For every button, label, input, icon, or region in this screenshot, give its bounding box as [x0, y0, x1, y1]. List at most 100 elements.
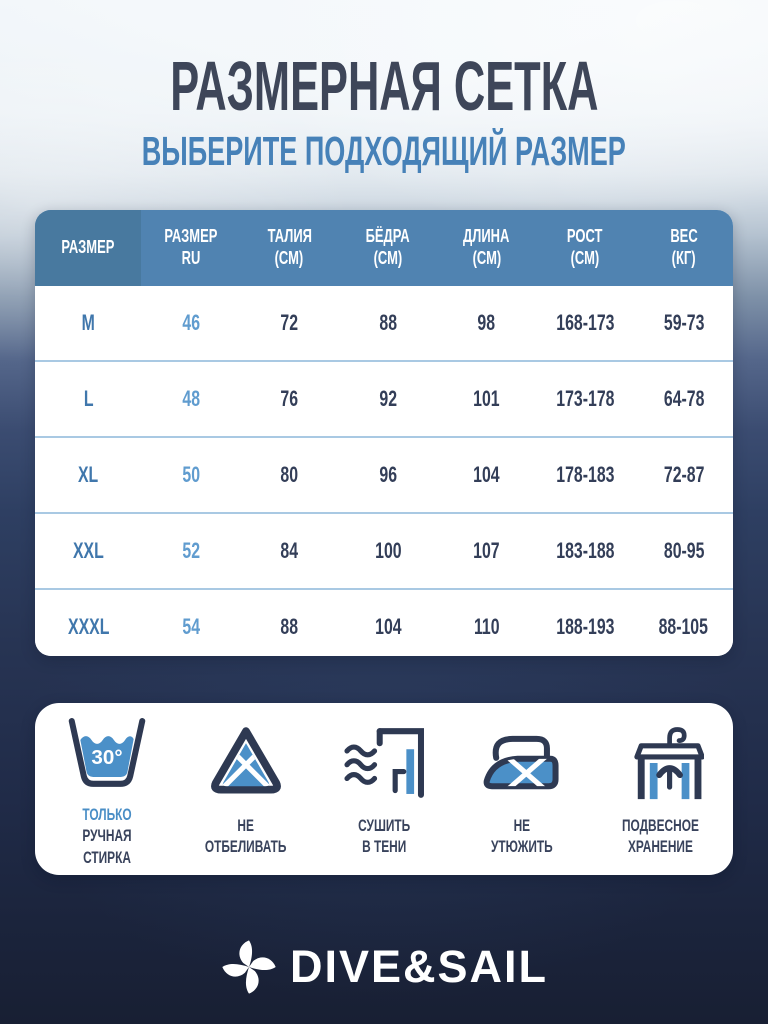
cell-height-text: 178-183 [556, 462, 615, 487]
cell-size-ru-text: 48 [181, 386, 200, 411]
cell-size: M [35, 310, 141, 336]
cell-size-text: XXXL [67, 614, 109, 639]
care-item-no-iron: НЕ УТЮЖИТЬ [456, 720, 588, 858]
cell-height: 183-188 [536, 538, 635, 564]
header-length-line1: ДЛИНА [463, 226, 510, 247]
cell-length-text: 107 [473, 538, 500, 563]
care-label-text: НЕ ОТБЕЛИВАТЬ [204, 816, 287, 856]
header-cell-height: РОСТ (СМ) [536, 210, 635, 286]
cell-length-text: 101 [473, 386, 500, 411]
header-size-ru-line1: РАЗМЕР [164, 226, 218, 247]
cell-length-text: 98 [477, 310, 496, 335]
cell-size-text: L [83, 386, 94, 411]
cell-size-ru-text: 52 [181, 538, 200, 563]
cell-height-text: 183-188 [556, 538, 615, 563]
cell-height: 168-173 [536, 310, 635, 336]
cell-length: 101 [437, 386, 536, 412]
care-label-accent: ТОЛЬКО [82, 806, 132, 825]
cell-length-text: 104 [473, 462, 500, 487]
cell-waist: 76 [240, 386, 339, 412]
care-label: НЕ ОТБЕЛИВАТЬ [189, 816, 302, 858]
cell-size-ru: 48 [141, 386, 240, 412]
cell-height: 178-183 [536, 462, 635, 488]
brand-name: DIVE&SAIL [289, 941, 549, 992]
cell-size: XXL [35, 538, 141, 564]
header-cell-waist: ТАЛИЯ (СМ) [240, 210, 339, 286]
cell-height: 188-193 [536, 614, 635, 640]
cell-waist-text: 84 [280, 538, 299, 563]
cell-waist-text: 88 [280, 614, 299, 639]
dry-in-shade-icon [344, 728, 424, 798]
cell-hips-text: 100 [374, 538, 402, 563]
cell-hips: 88 [339, 310, 438, 336]
header-height-line2: (СМ) [570, 248, 600, 268]
care-label: ТОЛЬКО РУЧНАЯ СТИРКА [41, 805, 173, 868]
cell-hips: 92 [339, 386, 438, 412]
table-row: XL 50 80 96 104 178-183 72-87 [35, 436, 733, 512]
cell-waist: 88 [240, 614, 339, 640]
header-cell-length: ДЛИНА (СМ) [437, 210, 536, 286]
care-label-rest: РУЧНАЯ СТИРКА [82, 827, 132, 867]
handwash-30-icon: 30° [69, 718, 146, 788]
cell-weight: 64-78 [634, 386, 733, 412]
cell-height-text: 173-178 [556, 386, 615, 411]
care-label: ПОДВЕСНОЕ ХРАНЕНИЕ [607, 816, 714, 858]
cell-waist: 72 [240, 310, 339, 336]
table-row: L 48 76 92 101 173-178 64-78 [35, 360, 733, 436]
page-title: РАЗМЕРНАЯ СЕТКА [0, 46, 768, 126]
cell-length: 110 [437, 614, 536, 640]
cell-weight: 88-105 [634, 614, 733, 640]
cell-hips: 100 [339, 538, 438, 564]
cell-hips-text: 96 [379, 462, 397, 487]
header-size-line1: РАЗМЕР [61, 237, 115, 258]
cell-size: L [35, 386, 141, 412]
cell-waist-text: 76 [280, 386, 299, 411]
cell-height-text: 188-193 [556, 614, 615, 639]
cell-hips-text: 92 [379, 386, 397, 411]
size-table: РАЗМЕР РАЗМЕР RU ТАЛИЯ (СМ) БЁДРА (СМ) Д… [35, 210, 733, 656]
header-length-line2: (СМ) [472, 248, 501, 268]
cell-hips-text: 104 [374, 614, 402, 639]
table-row: M 46 72 88 98 168-173 59-73 [35, 286, 733, 360]
care-item-dry-in-shade: СУШИТЬ В ТЕНИ [318, 720, 450, 858]
header-size-ru-line2: RU [181, 248, 201, 268]
cell-hips-text: 88 [379, 310, 397, 335]
brand-footer: DIVE&SAIL [0, 932, 768, 1002]
table-row: XXL 52 84 100 107 183-188 80-95 [35, 512, 733, 588]
cell-weight-text: 72-87 [663, 462, 704, 487]
care-item-hanging-storage: ПОДВЕСНОЕ ХРАНЕНИЕ [595, 720, 727, 858]
cell-length: 107 [437, 538, 536, 564]
header-waist-line2: (СМ) [275, 248, 304, 268]
cell-size-text: M [81, 310, 95, 335]
cell-size-ru: 54 [141, 614, 240, 640]
size-table-header: РАЗМЕР РАЗМЕР RU ТАЛИЯ (СМ) БЁДРА (СМ) Д… [35, 210, 733, 286]
cell-weight: 80-95 [634, 538, 733, 564]
page-subtitle: ВЫБЕРИТЕ ПОДХОДЯЩИЙ РАЗМЕР [0, 128, 768, 175]
cell-length-text: 110 [473, 614, 500, 639]
cell-waist: 84 [240, 538, 339, 564]
care-label-text: ПОДВЕСНОЕ ХРАНЕНИЕ [622, 816, 700, 856]
hanging-storage-icon [633, 726, 704, 800]
header-waist-line1: ТАЛИЯ [267, 226, 312, 247]
cell-weight-text: 64-78 [663, 386, 704, 411]
page-subtitle-text: ВЫБЕРИТЕ ПОДХОДЯЩИЙ РАЗМЕР [141, 128, 627, 174]
care-label: СУШИТЬ В ТЕНИ [348, 816, 420, 858]
cell-size: XL [35, 462, 141, 488]
header-weight-line1: ВЕС [670, 226, 698, 247]
cell-waist-text: 80 [280, 462, 299, 487]
cell-size-text: XL [78, 462, 99, 487]
cell-size-ru: 50 [141, 462, 240, 488]
pinwheel-logo-icon [222, 940, 276, 994]
header-cell-hips: БЁДРА (СМ) [339, 210, 438, 286]
cell-size: XXXL [35, 614, 141, 640]
cell-size-ru-text: 54 [181, 614, 200, 639]
cell-height: 173-178 [536, 386, 635, 412]
cell-length: 98 [437, 310, 536, 336]
header-hips-line1: БЁДРА [365, 226, 410, 247]
cell-weight: 72-87 [634, 462, 733, 488]
header-cell-size: РАЗМЕР [35, 210, 142, 286]
table-row: XXXL 54 88 104 110 188-193 88-105 [35, 588, 733, 656]
page-title-text: РАЗМЕРНАЯ СЕТКА [169, 47, 599, 125]
care-label-text: ТОЛЬКО РУЧНАЯ СТИРКА [60, 805, 155, 868]
